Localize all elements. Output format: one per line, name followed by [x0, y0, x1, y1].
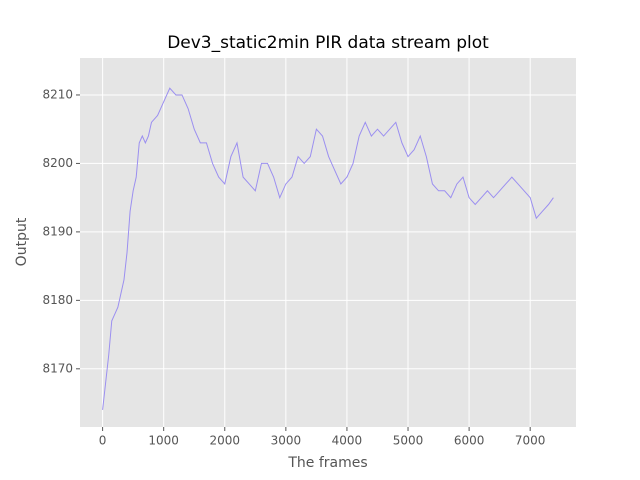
data-line [102, 87, 554, 410]
y-tick-label: 8210 [42, 87, 73, 101]
x-tick-label: 5000 [393, 434, 424, 448]
x-tick-label: 0 [99, 434, 107, 448]
y-tick-label: 8190 [42, 224, 73, 238]
x-tick-label: 2000 [209, 434, 240, 448]
x-tick-label: 4000 [332, 434, 363, 448]
y-tick-label: 8200 [42, 156, 73, 170]
chart-title: Dev3_static2min PIR data stream plot [167, 33, 489, 53]
y-tick-label: 8170 [42, 361, 73, 375]
x-tick-label: 3000 [271, 434, 302, 448]
y-axis-label: Output [14, 217, 30, 266]
x-axis-label: The frames [287, 455, 367, 471]
y-tick-label: 8180 [42, 293, 73, 307]
x-tick-label: 1000 [148, 434, 179, 448]
x-tick-label: 7000 [515, 434, 546, 448]
plot-area [80, 58, 576, 427]
x-tick-label: 6000 [454, 434, 485, 448]
